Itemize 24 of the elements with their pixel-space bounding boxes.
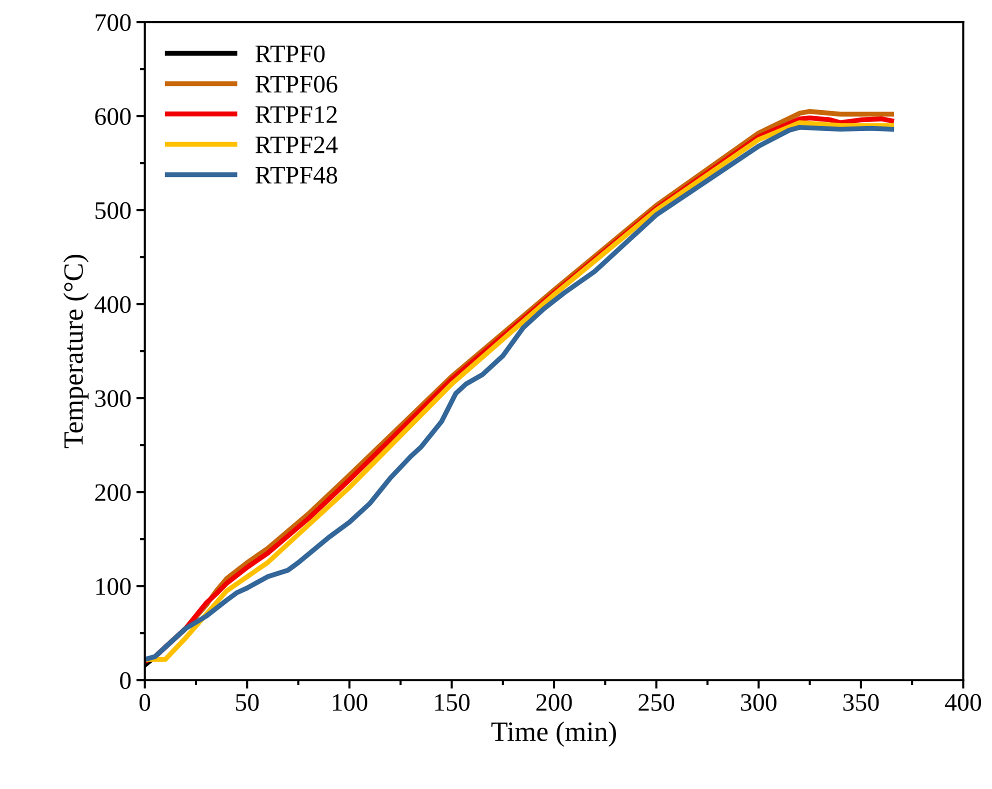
x-tick-label: 50	[236, 694, 259, 711]
y-tick-label: 300	[95, 390, 131, 408]
legend-label: RTPF06	[256, 76, 338, 93]
y-tick-label: 500	[96, 202, 131, 220]
legend-label: RTPF24	[256, 136, 338, 154]
y-tick-label: 600	[95, 108, 131, 126]
y-tick-label: 200	[95, 484, 131, 502]
x-tick-label: 150	[435, 694, 470, 711]
y-tick-label: 700	[96, 14, 131, 32]
x-axis-title: Time (min)	[491, 722, 616, 747]
legend-label: RTPF48	[256, 166, 338, 184]
y-tick-label: 100	[96, 578, 131, 596]
legend-label: RTPF12	[256, 106, 337, 123]
x-tick-label: 0	[140, 694, 150, 711]
x-tick-label: 400	[944, 694, 982, 711]
y-tick-label: 0	[120, 672, 131, 690]
y-axis-title: Temperature (°C)	[63, 254, 89, 448]
x-tick-label: 250	[638, 694, 674, 711]
y-tick-label: 400	[94, 296, 131, 314]
x-tick-label: 350	[843, 694, 879, 711]
legend-label: RTPF0	[256, 45, 325, 62]
x-tick-label: 100	[332, 694, 368, 711]
x-tick-label: 200	[536, 694, 572, 711]
x-tick-label: 300	[741, 694, 776, 711]
